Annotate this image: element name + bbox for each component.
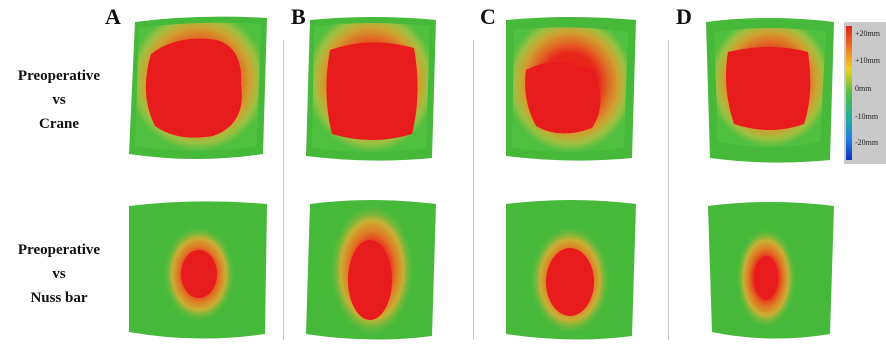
row-label-line: Preoperative bbox=[17, 68, 101, 84]
row-label-line: vs bbox=[52, 92, 66, 108]
heatmap-d-nuss-bar bbox=[700, 198, 840, 344]
row-label-nuss-bar: Preoperative vs Nuss bar bbox=[0, 238, 118, 310]
column-divider bbox=[283, 40, 284, 340]
heatmap-c-crane bbox=[496, 14, 646, 164]
scale-tick: +20mm bbox=[855, 29, 880, 38]
heatmap-b-nuss-bar bbox=[296, 196, 446, 344]
color-scale-legend: +20mm +10mm 0mm -10mm -20mm bbox=[844, 22, 886, 164]
column-letter-d: D bbox=[676, 4, 692, 29]
column-divider bbox=[668, 40, 669, 340]
scale-tick: 0mm bbox=[855, 84, 872, 93]
row-label-crane: Preoperative vs Crane bbox=[0, 64, 118, 136]
color-scale-bar bbox=[846, 26, 852, 160]
heatmap-d-crane bbox=[700, 14, 840, 164]
heatmap-a-crane bbox=[117, 14, 277, 164]
row-label-line: Nuss bar bbox=[30, 290, 88, 306]
heatmap-c-nuss-bar bbox=[496, 196, 646, 344]
scale-tick: -10mm bbox=[855, 112, 879, 121]
heatmap-b-crane bbox=[296, 14, 446, 164]
column-divider bbox=[473, 40, 474, 340]
row-label-line: vs bbox=[52, 266, 66, 282]
scale-tick: +10mm bbox=[855, 56, 880, 65]
column-letter-a: A bbox=[105, 4, 121, 29]
row-label-line: Crane bbox=[39, 116, 79, 132]
column-letter-c: C bbox=[480, 4, 496, 29]
heatmap-a-nuss-bar bbox=[117, 198, 277, 344]
column-letter-b: B bbox=[291, 4, 306, 29]
scale-tick: -20mm bbox=[855, 138, 879, 147]
row-label-line: Preoperative bbox=[17, 242, 101, 258]
